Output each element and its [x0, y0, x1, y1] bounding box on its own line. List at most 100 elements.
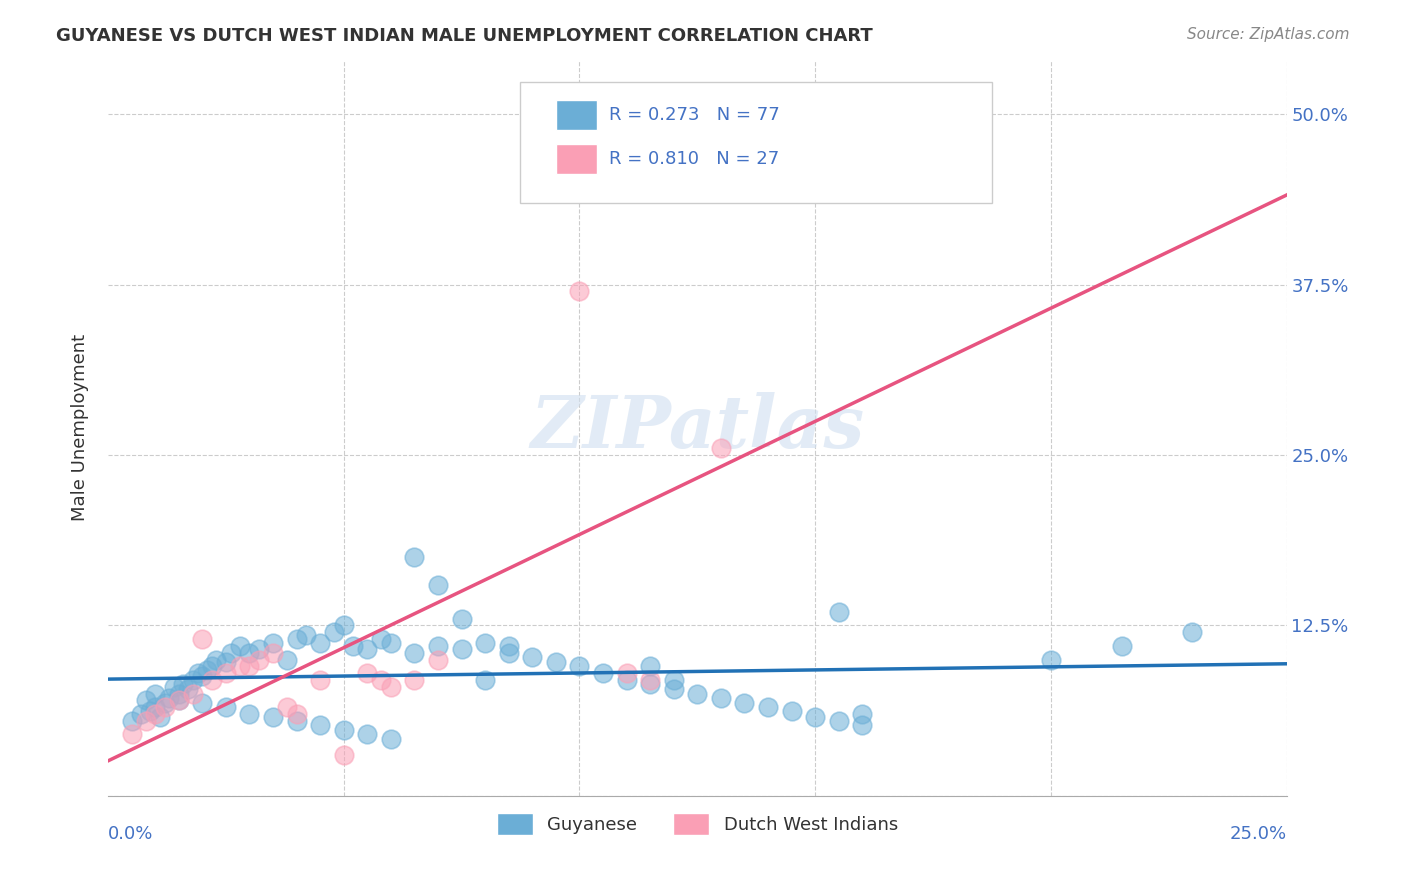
FancyBboxPatch shape: [555, 145, 598, 174]
Point: [450, 611, 472, 625]
Point: [247, 641, 270, 656]
Point: [638, 673, 661, 687]
Point: [149, 710, 172, 724]
Point: [370, 632, 392, 646]
Point: [498, 646, 520, 660]
Point: [229, 639, 252, 653]
Point: [135, 693, 157, 707]
Point: [568, 659, 591, 673]
Point: [238, 646, 260, 660]
Point: [153, 696, 176, 710]
Text: R = 0.273   N = 77: R = 0.273 N = 77: [609, 106, 780, 124]
Point: [356, 666, 378, 681]
Point: [592, 666, 614, 681]
Point: [215, 655, 238, 669]
Point: [342, 639, 364, 653]
Point: [215, 700, 238, 714]
Point: [201, 673, 224, 687]
Point: [205, 652, 228, 666]
Point: [153, 700, 176, 714]
Point: [181, 687, 204, 701]
Point: [828, 714, 851, 728]
Point: [323, 625, 346, 640]
Point: [710, 690, 733, 705]
Point: [710, 441, 733, 455]
Point: [404, 550, 426, 565]
Point: [215, 666, 238, 681]
Point: [332, 747, 354, 762]
Point: [380, 731, 402, 746]
Point: [544, 655, 567, 669]
Y-axis label: Male Unemployment: Male Unemployment: [72, 334, 89, 521]
Point: [969, 175, 991, 189]
Point: [219, 646, 242, 660]
Point: [285, 714, 308, 728]
Point: [686, 687, 709, 701]
Point: [828, 605, 851, 619]
Point: [167, 693, 190, 707]
Point: [662, 673, 685, 687]
Point: [143, 700, 166, 714]
Point: [356, 641, 378, 656]
Text: GUYANESE VS DUTCH WEST INDIAN MALE UNEMPLOYMENT CORRELATION CHART: GUYANESE VS DUTCH WEST INDIAN MALE UNEMP…: [56, 27, 873, 45]
FancyBboxPatch shape: [555, 100, 598, 129]
Point: [474, 673, 496, 687]
Point: [121, 714, 143, 728]
Point: [187, 666, 209, 681]
Point: [238, 706, 260, 721]
Point: [370, 673, 392, 687]
Point: [733, 696, 755, 710]
Point: [404, 673, 426, 687]
Point: [135, 714, 157, 728]
Point: [167, 687, 190, 701]
Point: [638, 659, 661, 673]
Point: [129, 706, 152, 721]
Point: [201, 659, 224, 673]
Point: [1039, 652, 1062, 666]
Point: [380, 636, 402, 650]
Point: [181, 673, 204, 687]
Point: [295, 628, 318, 642]
Point: [427, 639, 450, 653]
Point: [177, 682, 200, 697]
Point: [756, 700, 779, 714]
Point: [143, 706, 166, 721]
Point: [474, 636, 496, 650]
Point: [276, 652, 298, 666]
Point: [262, 646, 284, 660]
Point: [662, 682, 685, 697]
Point: [191, 669, 214, 683]
Point: [285, 632, 308, 646]
Legend: Guyanese, Dutch West Indians: Guyanese, Dutch West Indians: [489, 805, 905, 842]
Point: [568, 285, 591, 299]
Point: [404, 646, 426, 660]
Point: [522, 649, 544, 664]
Point: [285, 706, 308, 721]
Point: [163, 680, 186, 694]
Point: [191, 632, 214, 646]
Point: [309, 673, 332, 687]
Text: R = 0.810   N = 27: R = 0.810 N = 27: [609, 150, 779, 168]
Point: [247, 652, 270, 666]
Point: [616, 673, 638, 687]
Point: [851, 706, 873, 721]
Text: ZIPatlas: ZIPatlas: [530, 392, 865, 463]
Point: [172, 677, 194, 691]
Point: [238, 659, 260, 673]
Point: [276, 700, 298, 714]
Point: [229, 659, 252, 673]
Point: [167, 693, 190, 707]
Text: 25.0%: 25.0%: [1229, 825, 1286, 843]
Point: [638, 677, 661, 691]
Point: [139, 704, 162, 718]
Point: [450, 641, 472, 656]
Point: [309, 718, 332, 732]
Point: [332, 723, 354, 738]
Point: [804, 710, 827, 724]
Point: [121, 727, 143, 741]
Point: [191, 696, 214, 710]
Point: [262, 636, 284, 650]
Point: [195, 664, 218, 678]
Point: [616, 666, 638, 681]
Text: Source: ZipAtlas.com: Source: ZipAtlas.com: [1187, 27, 1350, 42]
